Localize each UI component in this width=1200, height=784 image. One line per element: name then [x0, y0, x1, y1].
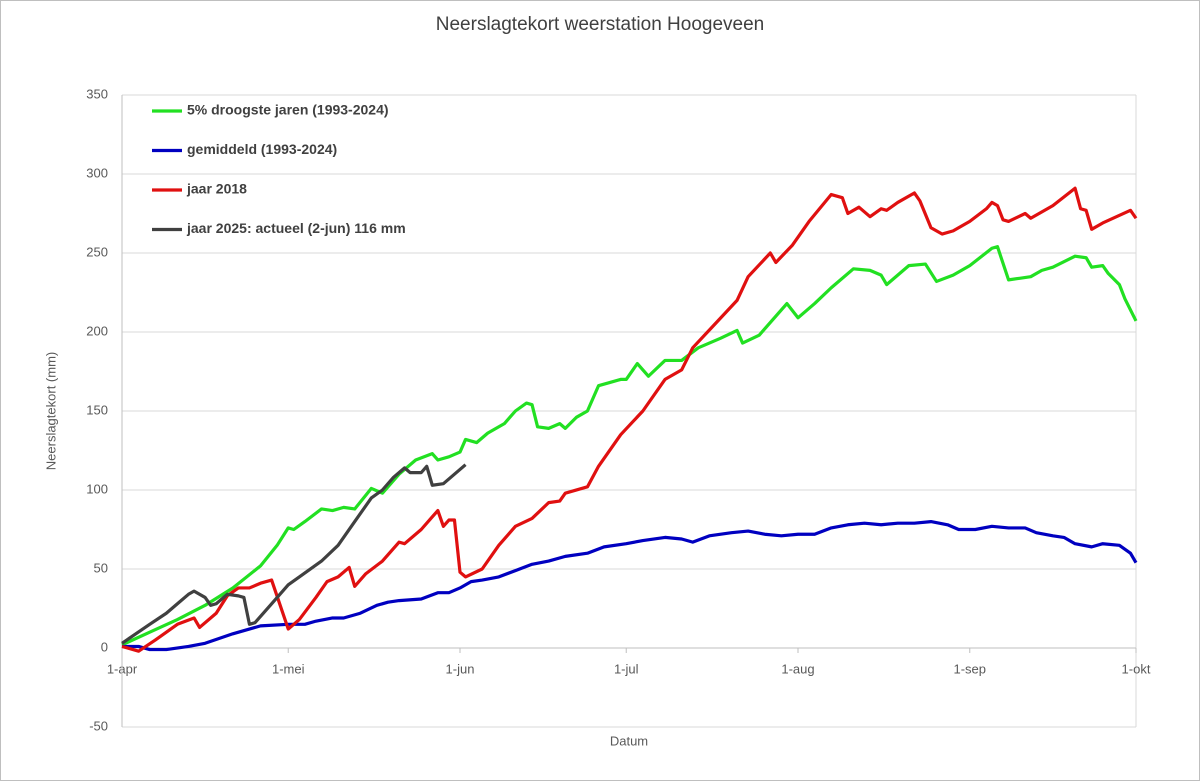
legend-label: 5% droogste jaren (1993-2024)	[187, 102, 389, 118]
x-axis-label: Datum	[610, 733, 648, 748]
series-line	[122, 520, 1138, 652]
y-tick-label: 200	[86, 323, 108, 338]
y-tick-label: 150	[86, 402, 108, 417]
series-line	[121, 463, 467, 645]
x-tick-label: 1-jun	[446, 661, 475, 676]
legend-label: jaar 2018	[186, 181, 247, 197]
y-tick-label: 350	[86, 86, 108, 101]
y-tick-label: 300	[86, 165, 108, 180]
y-axis-label: Neerslagtekort (mm)	[43, 352, 58, 470]
y-tick-label: 100	[86, 481, 108, 496]
legend-label: gemiddeld (1993-2024)	[187, 141, 337, 157]
x-tick-label: 1-sep	[954, 661, 987, 676]
y-tick-label: 0	[101, 639, 108, 654]
x-tick-label: 1-aug	[781, 661, 814, 676]
y-tick-label: -50	[89, 718, 108, 733]
y-tick-label: 250	[86, 244, 108, 259]
series-line	[121, 186, 1138, 653]
x-tick-label: 1-okt	[1122, 661, 1151, 676]
series-line	[121, 245, 1138, 647]
x-tick-label: 1-jul	[614, 661, 639, 676]
chart-title: Neerslagtekort weerstation Hoogeveen	[436, 14, 764, 35]
legend-label: jaar 2025: actueel (2-jun) 116 mm	[186, 220, 406, 236]
x-tick-label: 1-mei	[272, 661, 305, 676]
y-tick-label: 50	[94, 560, 108, 575]
